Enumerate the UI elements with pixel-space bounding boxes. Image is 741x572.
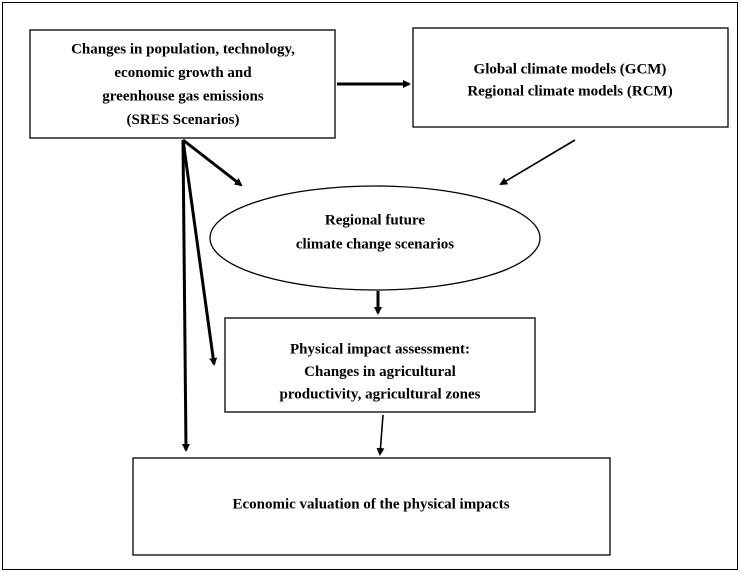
box-physical	[224, 317, 536, 413]
node-label: productivity, agricultural zones	[280, 386, 481, 402]
node-label: Changes in population, technology,	[71, 41, 295, 57]
arrows	[181, 80, 576, 456]
node-label: economic growth and	[114, 65, 252, 81]
node-label: greenhouse gas emissions	[102, 88, 264, 104]
node-label: Global climate models (GCM)	[474, 61, 667, 77]
node-label: climate change scenarios	[296, 236, 454, 252]
arrow	[181, 139, 190, 452]
node-label: Changes in agricultural	[304, 364, 456, 380]
node-label: Economic valuation of the physical impac…	[232, 496, 509, 512]
labels: Changes in population, technology, econom…	[71, 41, 673, 512]
arrow	[181, 139, 218, 366]
node-label: (SRES Scenarios)	[127, 112, 240, 128]
node-label: Regional climate models (RCM)	[467, 83, 672, 99]
arrow	[376, 414, 385, 456]
box-models	[412, 27, 729, 128]
box-economic	[132, 457, 611, 556]
box-drivers	[29, 29, 336, 139]
arrow	[499, 139, 576, 186]
ellipse-scenarios	[209, 185, 541, 291]
node-label: Regional future	[325, 212, 425, 228]
node-label: Physical impact assessment:	[290, 341, 470, 357]
arrow	[182, 138, 243, 187]
